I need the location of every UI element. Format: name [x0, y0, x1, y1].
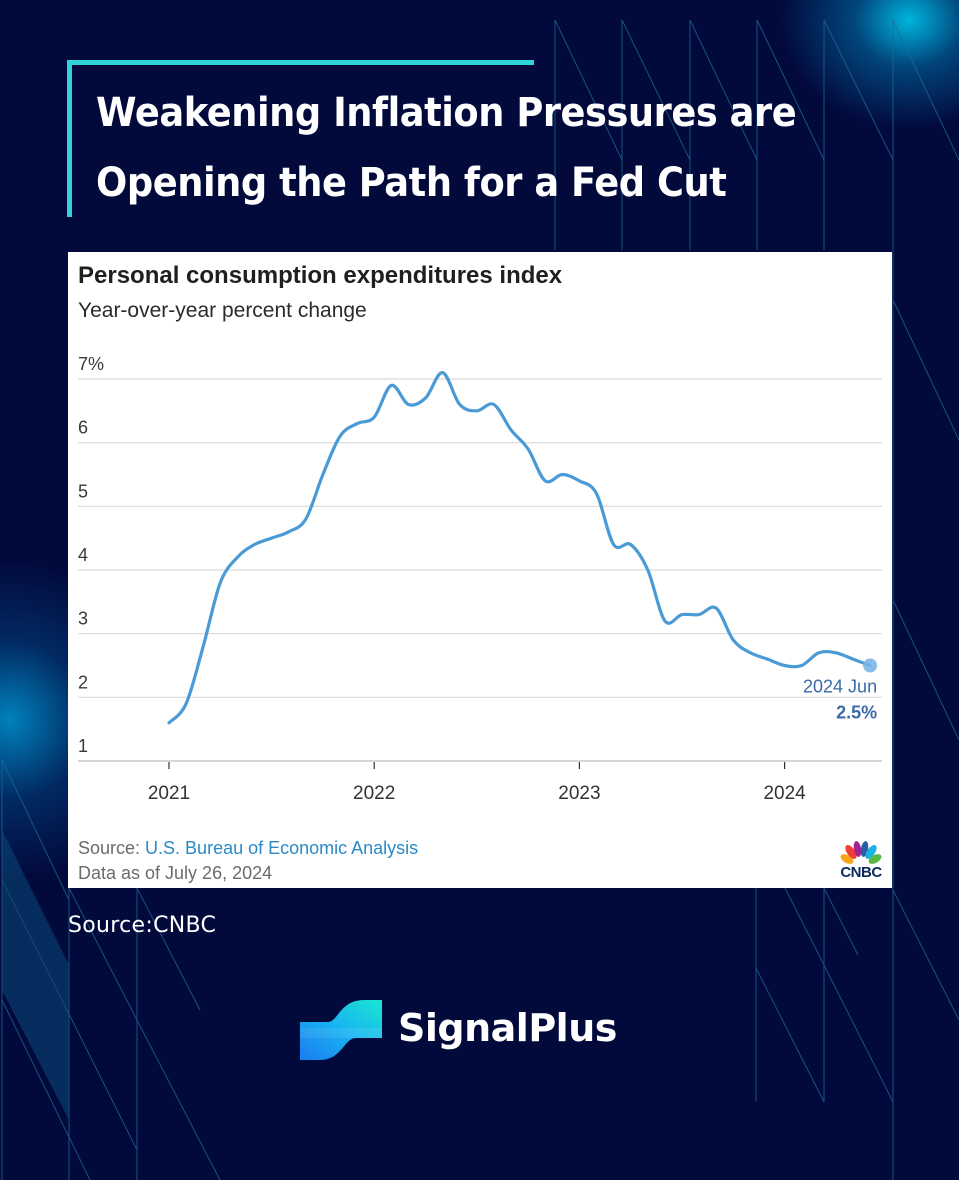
x-tick-label: 2021 [148, 783, 190, 804]
y-tick-label: 5 [78, 481, 88, 501]
x-axis-ticks: 2021 2022 2023 2024 [148, 762, 806, 804]
annotation-value: 2.5% [836, 703, 877, 723]
x-tick-label: 2024 [763, 783, 806, 804]
series-layer [167, 371, 872, 725]
chart-title: Personal consumption expenditures index [78, 262, 563, 289]
source-line: Source: U.S. Bureau of Economic Analysis [78, 838, 418, 859]
image-source: Source:CNBC [68, 913, 217, 938]
x-tick-label: 2022 [353, 783, 395, 804]
cnbc-logo-text: CNBC [840, 864, 882, 881]
title-accent-frame [67, 60, 534, 217]
data-as-of: Data as of July 26, 2024 [78, 863, 273, 883]
y-tick-label: 3 [78, 609, 88, 629]
source-link[interactable]: U.S. Bureau of Economic Analysis [145, 838, 419, 858]
brand-name: SignalPlus [398, 1006, 617, 1050]
page-title: Weakening Inflation Pressures are Openin… [96, 78, 832, 218]
annotation-date: 2024 Jun [803, 677, 877, 697]
background-glow-top-right [779, 0, 959, 130]
page-title-line-2: Opening the Path for a Fed Cut [96, 160, 727, 206]
signalplus-logo-icon [300, 1000, 382, 1060]
cnbc-logo: CNBC [835, 840, 887, 884]
y-tick-label: 1 [78, 736, 88, 756]
y-tick-label: 4 [78, 545, 88, 565]
series-line-pce [167, 371, 872, 725]
chart-card: Personal consumption expenditures index … [68, 252, 892, 888]
y-axis-tick-labels: 1 2 3 4 5 6 7% [78, 354, 104, 756]
annotation-layer: 2024 Jun 2.5% [803, 658, 878, 723]
line-chart: 1 2 3 4 5 6 7% 2021 2022 2023 2024 2024 Jun 2.5% [78, 354, 882, 804]
signalplus-brand: SignalPlus [298, 998, 638, 1064]
cnbc-peacock-icon [840, 841, 882, 864]
y-tick-label: 6 [78, 418, 88, 438]
page-title-line-1: Weakening Inflation Pressures are [96, 90, 797, 136]
source-label: Source: [78, 838, 146, 858]
latest-point-marker [863, 658, 878, 673]
chart-subtitle: Year-over-year percent change [78, 299, 367, 322]
gridlines [78, 378, 882, 762]
y-tick-label: 7% [78, 354, 104, 374]
y-tick-label: 2 [78, 672, 88, 692]
x-tick-label: 2023 [558, 783, 600, 804]
